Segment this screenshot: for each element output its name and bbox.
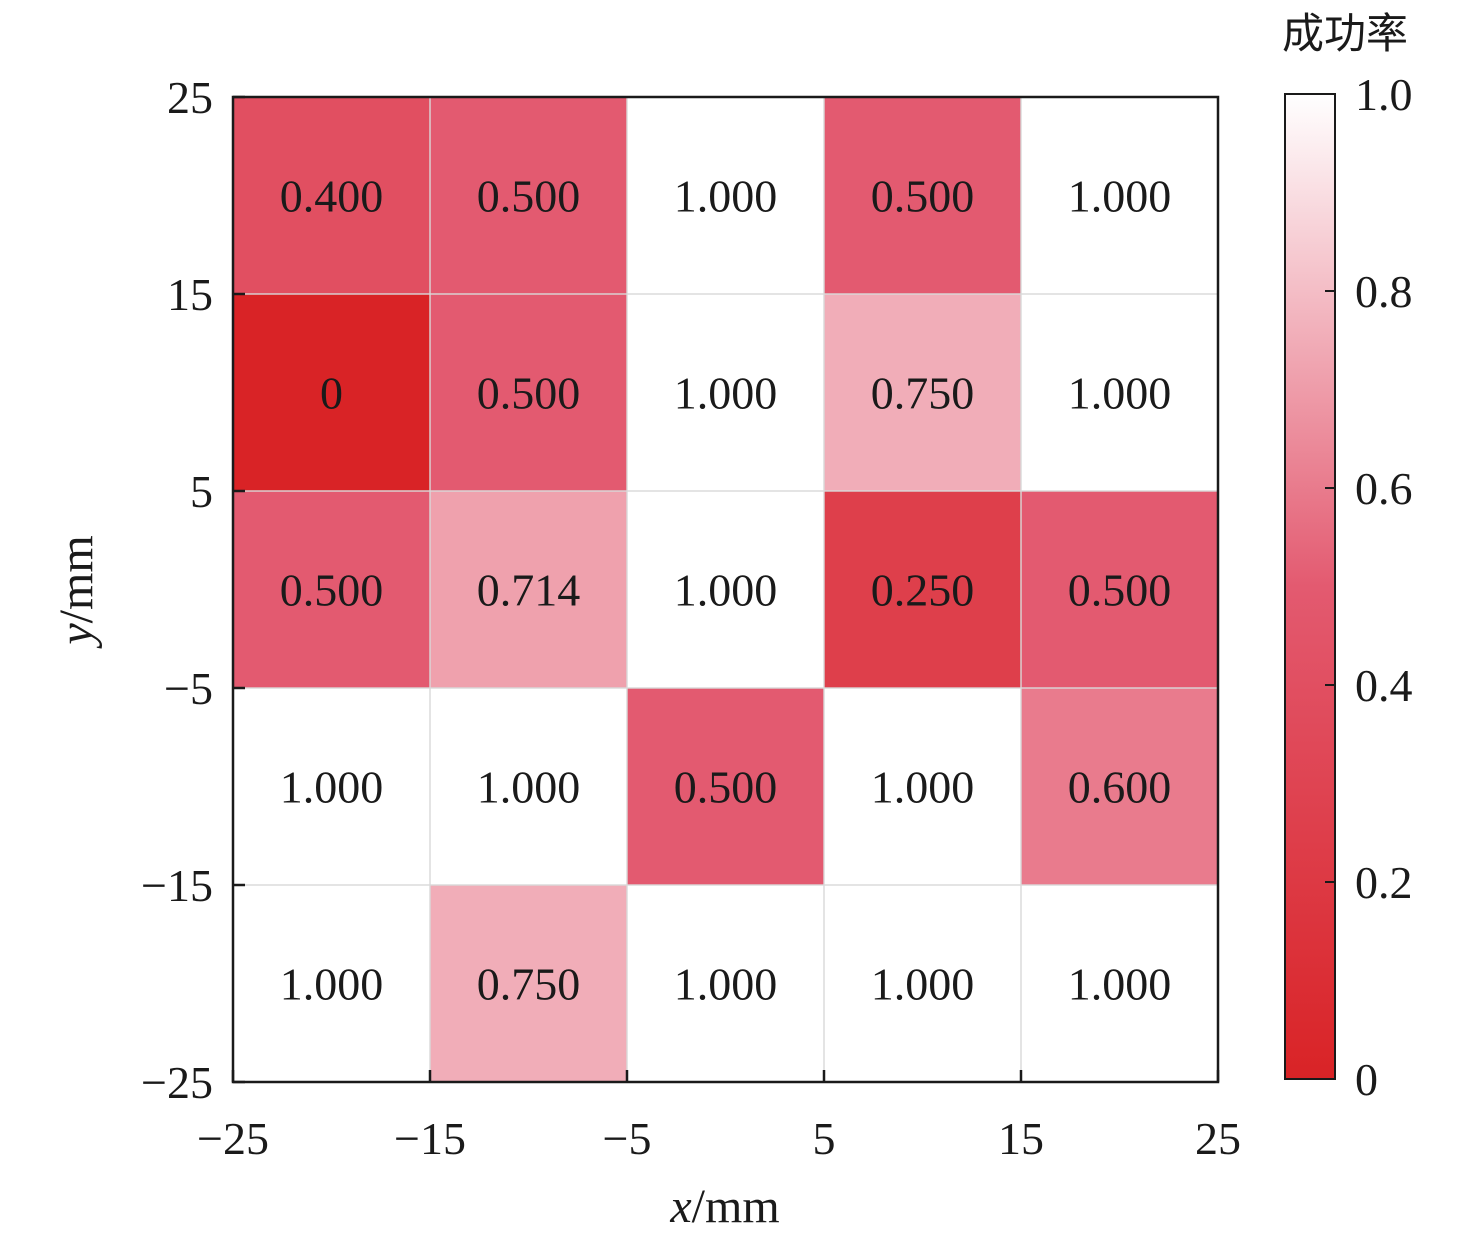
x-tick-label: 25 [1195, 1113, 1241, 1164]
cell-value-label: 0.750 [871, 368, 975, 419]
x-axis-variable: x [669, 1180, 691, 1233]
heatmap-cell [233, 885, 431, 1083]
x-tick-label: −15 [394, 1113, 466, 1164]
heatmap-cell [824, 688, 1022, 886]
cell-value-label: 1.000 [1068, 959, 1172, 1010]
heatmap-cell [430, 97, 628, 295]
cell-value-label: 1.000 [674, 368, 778, 419]
heatmap-cell [627, 491, 825, 689]
heatmap-cell [824, 294, 1022, 492]
colorbar-ticks: 0 0.2 0.4 0.6 0.8 1.0 [1325, 69, 1413, 1105]
heatmap-cell [627, 688, 825, 886]
heatmap-cell [233, 97, 431, 295]
axis-ticks: −25 −15 −5 5 15 25 25 15 5 −5 −15 −25 [141, 72, 1241, 1164]
cell-value-label: 0.714 [477, 565, 581, 616]
colorbar-tick-label: 1.0 [1355, 69, 1413, 120]
x-tick-label: 5 [813, 1113, 836, 1164]
cell-value-label: 1.000 [1068, 171, 1172, 222]
cell-value-label: 0.500 [477, 171, 581, 222]
y-tick-label: 25 [167, 72, 213, 123]
heatmap-cell [1021, 688, 1219, 886]
cell-value-label: 1.000 [1068, 368, 1172, 419]
x-tick-label: −25 [197, 1113, 269, 1164]
heatmap-cell [233, 688, 431, 886]
x-tick-label: 15 [998, 1113, 1044, 1164]
cell-value-label: 1.000 [871, 959, 975, 1010]
x-tick-label: −5 [603, 1113, 652, 1164]
heatmap-cell [1021, 294, 1219, 492]
cell-value-label: 0.500 [674, 762, 778, 813]
heatmap-cell [430, 294, 628, 492]
heatmap-cell [1021, 885, 1219, 1083]
colorbar [1284, 93, 1336, 1080]
cell-value-label: 0.250 [871, 565, 975, 616]
heatmap-cell [233, 491, 431, 689]
heatmap-cell [1021, 491, 1219, 689]
heatmap-cell [824, 491, 1022, 689]
cell-value-label: 1.000 [871, 762, 975, 813]
cell-value-label: 1.000 [280, 762, 384, 813]
heatmap-cell [233, 294, 431, 492]
heatmap-cell [824, 97, 1022, 295]
cell-value-label: 0 [320, 368, 343, 419]
cell-value-label: 0.600 [1068, 762, 1172, 813]
colorbar-tick-label: 0.4 [1355, 660, 1413, 711]
heatmap-cell [627, 97, 825, 295]
cell-value-label: 1.000 [674, 959, 778, 1010]
plot-frame [231, 95, 1220, 1084]
y-tick-label: 5 [190, 466, 213, 517]
heatmap-cell [627, 294, 825, 492]
heatmap-cell [1021, 97, 1219, 295]
heatmap-cell [430, 688, 628, 886]
cell-value-label: 0.400 [280, 171, 384, 222]
y-tick-label: −5 [164, 663, 213, 714]
cell-value-label: 1.000 [674, 565, 778, 616]
x-axis-label: x/mm [669, 1180, 779, 1233]
y-tick-label: −25 [141, 1057, 213, 1108]
colorbar-tick-label: 0.6 [1355, 463, 1413, 514]
colorbar-title: 成功率 [1282, 9, 1408, 58]
heatmap-cell [430, 885, 628, 1083]
heatmap-cell [627, 885, 825, 1083]
x-axis-unit: /mm [692, 1180, 780, 1233]
colorbar-tick-label: 0 [1355, 1054, 1378, 1105]
y-axis-variable: y [50, 623, 103, 650]
y-axis-unit: /mm [50, 535, 103, 623]
heatmap-cell [430, 491, 628, 689]
cell-value-label: 0.500 [280, 565, 384, 616]
colorbar-tick-label: 0.8 [1355, 266, 1413, 317]
grid-lines [233, 97, 1218, 1082]
heatmap-cell [824, 885, 1022, 1083]
cell-value-label: 0.500 [1068, 565, 1172, 616]
heatmap-cells: 0.400 0.500 1.000 0.500 1.000 0 0.500 1.000 0.75… [233, 97, 1219, 1083]
cell-value-label: 0.500 [477, 368, 581, 419]
cell-value-label: 0.750 [477, 959, 581, 1010]
cell-value-label: 1.000 [477, 762, 581, 813]
y-tick-label: −15 [141, 860, 213, 911]
cell-value-label: 1.000 [674, 171, 778, 222]
cell-value-label: 0.500 [871, 171, 975, 222]
colorbar-tick-label: 0.2 [1355, 857, 1413, 908]
cell-value-label: 1.000 [280, 959, 384, 1010]
y-tick-label: 15 [167, 269, 213, 320]
y-axis-label: y/mm [50, 535, 103, 649]
